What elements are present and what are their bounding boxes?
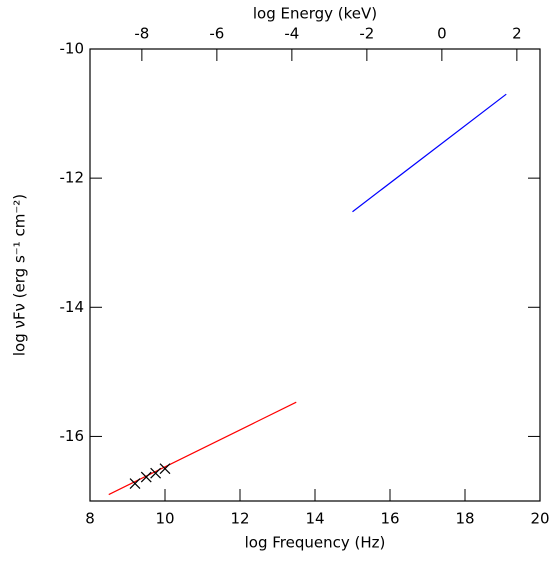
x-tick-label: 18 — [455, 510, 474, 528]
x2-tick-label: -6 — [209, 25, 224, 43]
data-line — [352, 93, 507, 213]
x-tick-label: 20 — [530, 510, 549, 528]
y-tick-label: -10 — [60, 40, 85, 58]
x2-tick-label: 2 — [512, 25, 522, 43]
x2-tick-label: 0 — [437, 25, 447, 43]
x2-axis-label: log Energy (keV) — [253, 5, 377, 23]
x-axis-label: log Frequency (Hz) — [245, 534, 386, 552]
plot-frame — [89, 48, 541, 502]
x-tick-label: 16 — [380, 510, 399, 528]
y-tick-label: -16 — [60, 427, 85, 445]
y-tick-label: -12 — [60, 169, 85, 187]
data-point — [150, 467, 162, 479]
data-point — [140, 471, 152, 483]
x2-tick-label: -2 — [359, 25, 374, 43]
y-axis-label: log νFν (erg s⁻¹ cm⁻²) — [11, 194, 29, 356]
x2-tick-label: -4 — [284, 25, 299, 43]
data-point — [129, 478, 141, 489]
y-tick-label: -14 — [60, 298, 85, 316]
x-tick-label: 10 — [155, 510, 174, 528]
x2-tick-label: -8 — [134, 25, 149, 43]
x-tick-label: 8 — [85, 510, 95, 528]
x-tick-label: 14 — [305, 510, 324, 528]
data-line — [108, 401, 297, 496]
data-point — [159, 463, 171, 475]
x-tick-label: 12 — [230, 510, 249, 528]
